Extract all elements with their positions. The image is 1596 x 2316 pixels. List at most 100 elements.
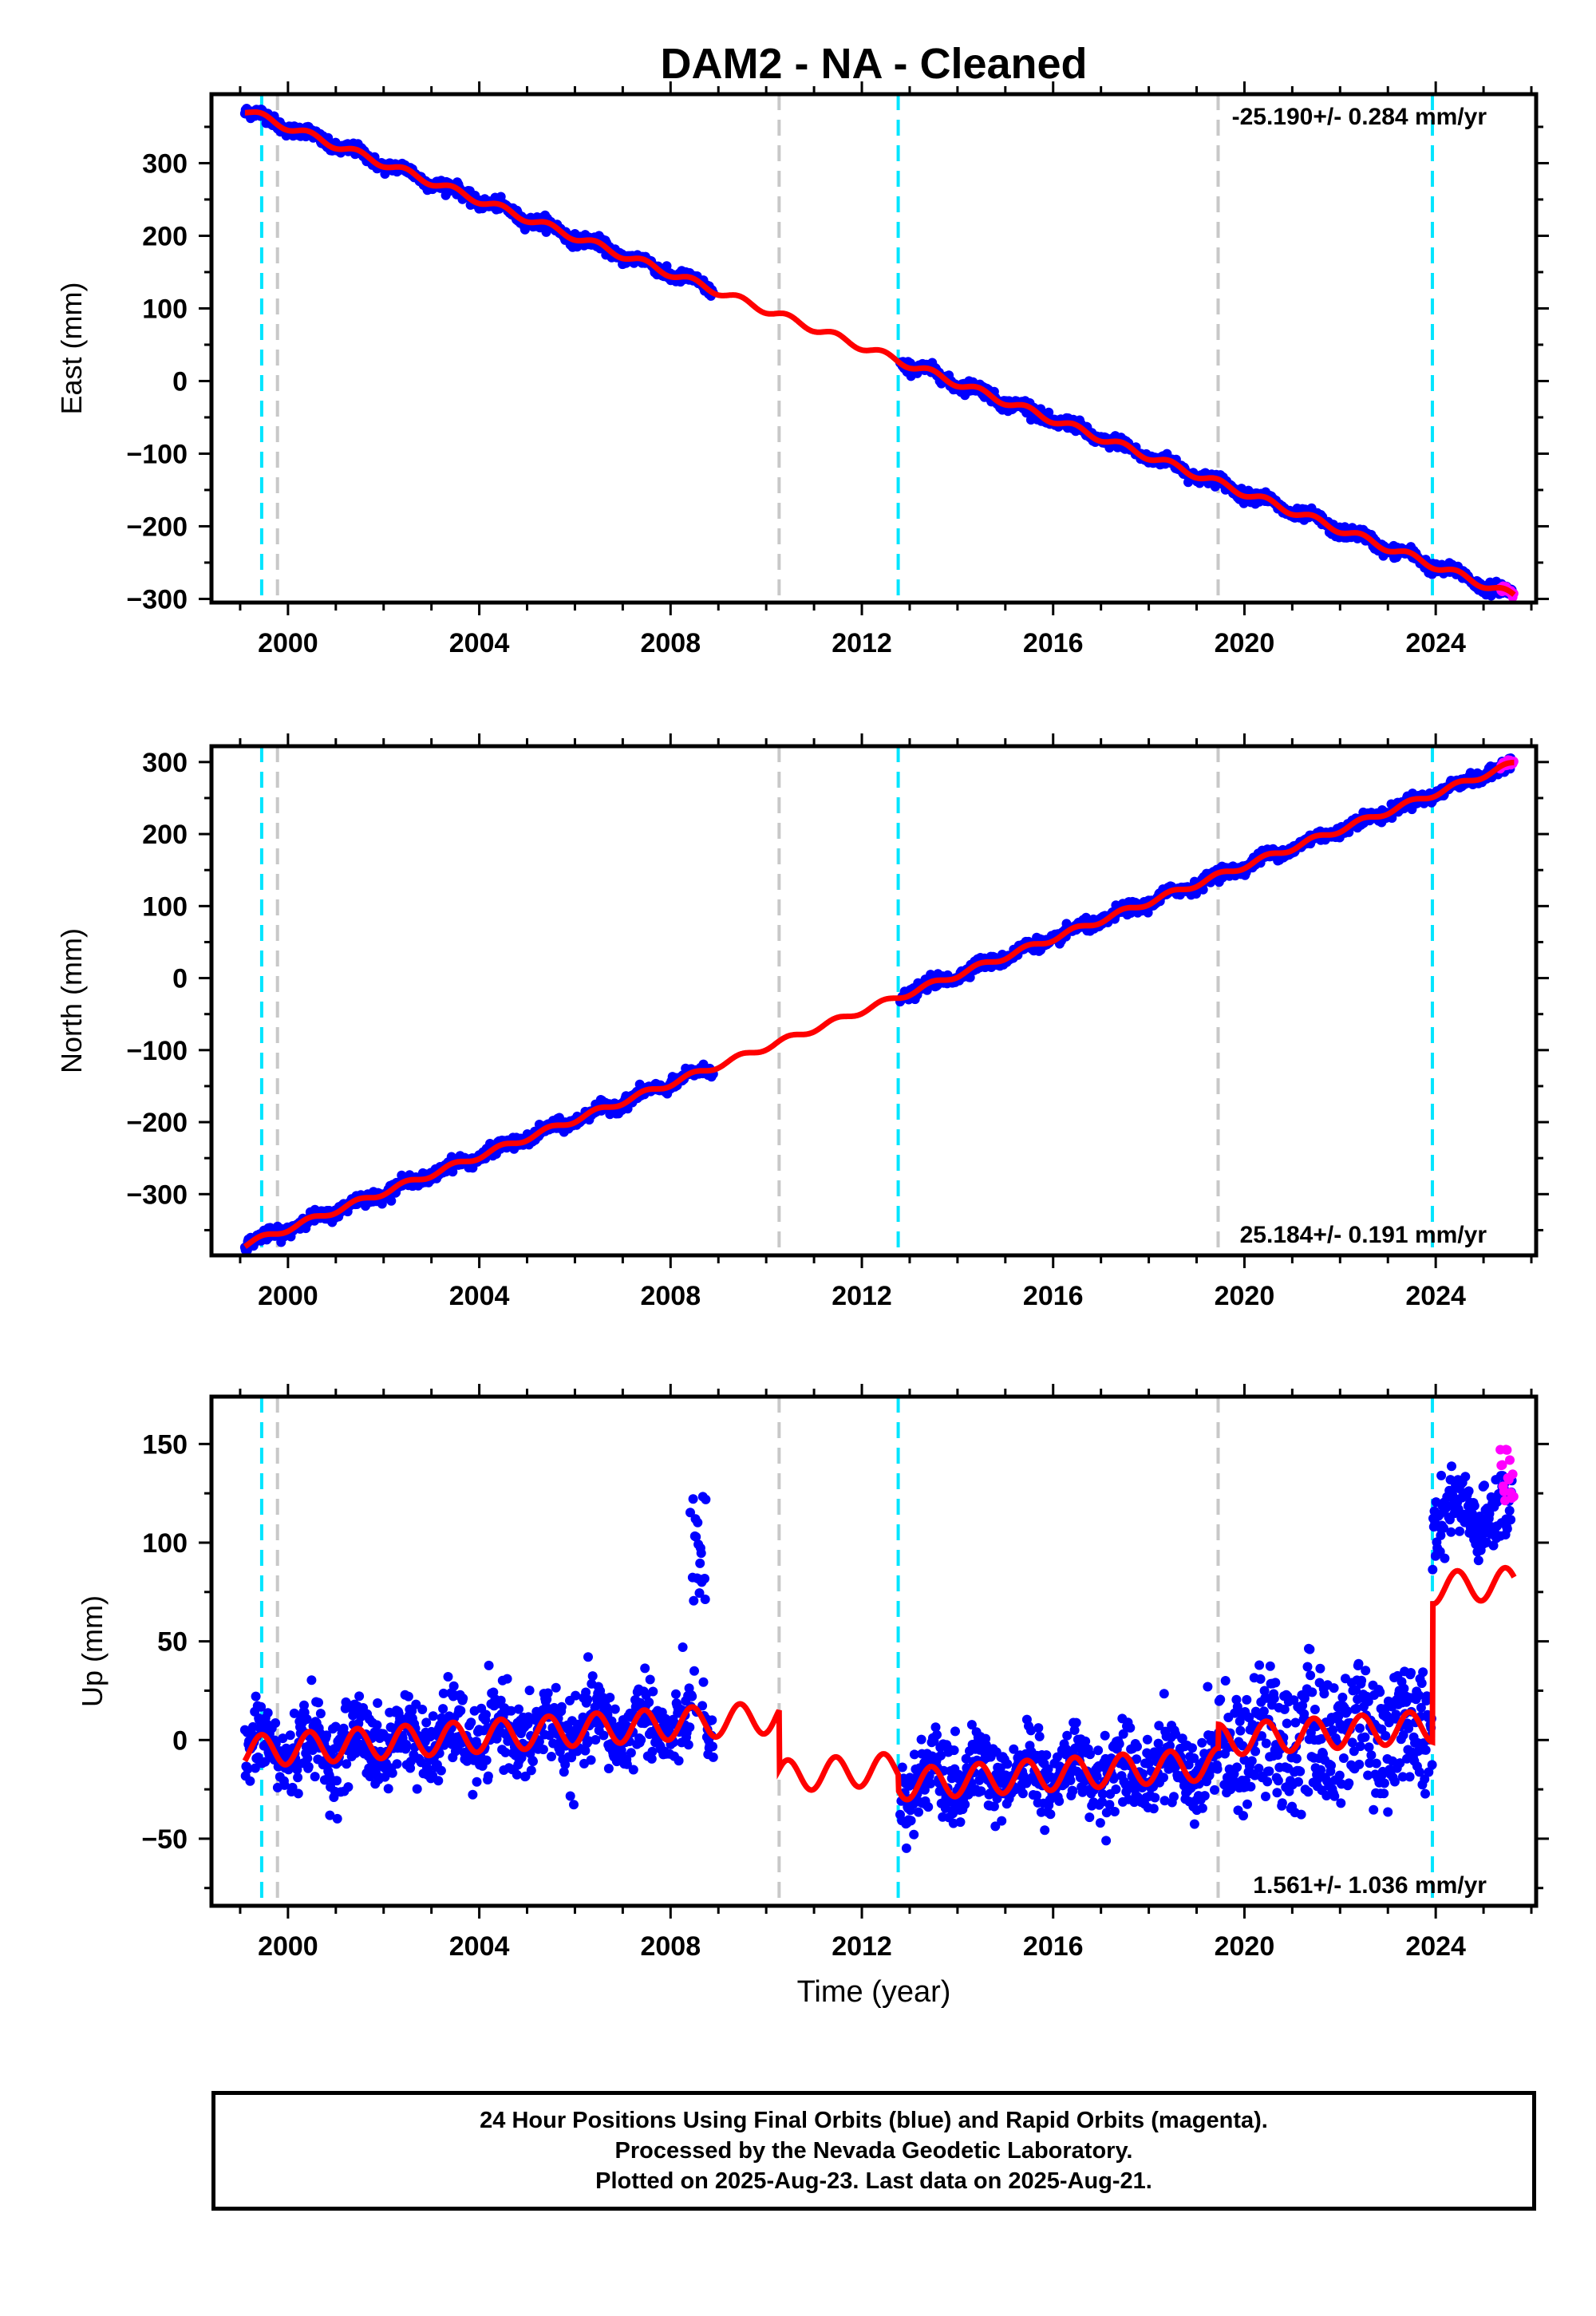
y-tick-label: 0 xyxy=(172,366,188,397)
data-point xyxy=(1044,407,1054,417)
x-tick-label: 2020 xyxy=(1215,1281,1275,1311)
data-point xyxy=(603,1764,614,1773)
data-point xyxy=(310,1772,320,1782)
data-point xyxy=(524,1686,535,1696)
data-point xyxy=(386,1196,397,1206)
x-tick-label: 2012 xyxy=(832,1281,892,1311)
data-point xyxy=(383,1784,393,1794)
y-tick-label: −200 xyxy=(126,1108,188,1138)
data-point xyxy=(906,1816,916,1826)
data-point xyxy=(689,1666,699,1676)
data-point xyxy=(245,1776,255,1786)
data-point xyxy=(698,1677,709,1687)
data-point xyxy=(332,1776,342,1786)
east-model-line xyxy=(244,109,1516,597)
data-point xyxy=(263,1708,273,1718)
north-axis-label: North (mm) xyxy=(55,928,88,1073)
data-point xyxy=(481,1709,491,1720)
data-point xyxy=(271,1718,281,1728)
data-point xyxy=(645,1674,655,1685)
data-point xyxy=(586,1755,596,1765)
east-frame xyxy=(209,92,1539,605)
data-point xyxy=(648,1686,658,1697)
data-point xyxy=(502,1674,512,1684)
x-tick-label: 2024 xyxy=(1405,628,1466,658)
data-point xyxy=(628,1765,638,1775)
data-point xyxy=(438,1704,448,1714)
data-point xyxy=(674,1756,684,1766)
x-tick-label: 2008 xyxy=(640,628,701,658)
data-point xyxy=(923,1802,934,1812)
y-tick-label: −200 xyxy=(126,512,188,542)
data-point xyxy=(401,1739,411,1749)
data-point xyxy=(569,1800,579,1810)
y-tick-label: 300 xyxy=(142,148,188,179)
data-point xyxy=(671,1689,681,1699)
data-point xyxy=(708,1741,717,1752)
data-point xyxy=(293,1773,303,1783)
data-point xyxy=(626,1748,636,1758)
data-point xyxy=(551,1682,561,1693)
data-point xyxy=(293,1788,303,1799)
data-point xyxy=(901,1843,911,1853)
data-point xyxy=(443,1672,453,1682)
data-point xyxy=(685,1722,695,1733)
y-tick-label: −300 xyxy=(126,1180,188,1210)
y-tick-label: −100 xyxy=(126,439,188,469)
data-point xyxy=(610,1704,620,1714)
data-point xyxy=(512,1769,522,1780)
north-model-line xyxy=(243,759,1515,1249)
data-point xyxy=(687,1691,697,1701)
data-point xyxy=(483,1771,493,1781)
data-point xyxy=(644,1697,654,1707)
data-point xyxy=(914,1807,923,1817)
up-panel: 2000 2004 2008 2012 2016 2020 2024−50050100150… xyxy=(76,1384,1549,2009)
x-tick-label: 2000 xyxy=(258,1281,318,1311)
data-point xyxy=(306,1675,317,1686)
data-point xyxy=(701,1494,711,1504)
x-tick-label: 2024 xyxy=(1405,1281,1466,1311)
data-point xyxy=(481,1755,492,1765)
data-point xyxy=(587,1671,598,1682)
data-point xyxy=(647,1746,658,1757)
data-point xyxy=(392,1759,402,1769)
data-point xyxy=(683,1740,693,1750)
data-point xyxy=(302,1753,313,1764)
east-plot-area xyxy=(239,94,1519,603)
data-point xyxy=(909,1829,919,1840)
data-point xyxy=(662,261,672,271)
x-tick-label: 2004 xyxy=(449,1281,510,1311)
north-panel: 2000 2004 2008 2012 2016 2020 2024−300−200−100… xyxy=(55,733,1549,1311)
data-point xyxy=(468,1789,478,1800)
data-point xyxy=(543,1688,553,1698)
data-point xyxy=(591,1735,601,1745)
data-point xyxy=(678,1642,688,1652)
data-point xyxy=(417,1705,428,1714)
data-point xyxy=(636,1735,646,1745)
data-point xyxy=(433,1776,444,1786)
data-point xyxy=(484,1660,494,1670)
data-point xyxy=(556,1701,567,1712)
data-point xyxy=(412,1784,422,1794)
east-axis-label: East (mm) xyxy=(55,283,88,415)
data-point xyxy=(514,1704,523,1714)
data-point xyxy=(314,1697,323,1708)
x-tick-label: 2012 xyxy=(832,628,892,658)
data-point xyxy=(598,1730,609,1741)
data-point xyxy=(583,1652,593,1662)
data-point xyxy=(950,1726,960,1737)
data-point xyxy=(583,1694,593,1705)
data-point xyxy=(456,1705,466,1716)
data-point xyxy=(472,1777,482,1787)
y-tick-label: 300 xyxy=(142,748,188,778)
data-point xyxy=(372,1720,382,1730)
data-point xyxy=(955,1817,966,1828)
data-point xyxy=(547,1752,556,1761)
data-point xyxy=(448,1681,459,1691)
data-point xyxy=(916,1734,926,1745)
x-tick-label: 2004 xyxy=(449,628,510,658)
x-tick-label: 2016 xyxy=(1023,1281,1084,1311)
data-point xyxy=(695,1558,705,1568)
data-point xyxy=(700,1574,709,1583)
